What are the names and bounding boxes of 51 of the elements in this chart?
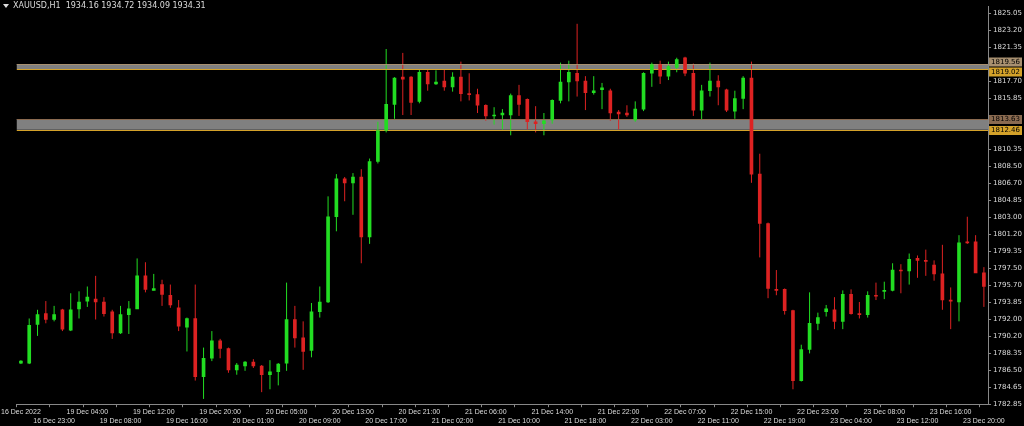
candlestick: [517, 84, 521, 117]
candlestick: [68, 292, 73, 332]
candlestick: [633, 100, 638, 123]
candlestick: [459, 61, 463, 102]
candlestick: [874, 282, 878, 301]
candlestick: [110, 309, 115, 340]
candlestick: [43, 300, 48, 324]
candlestick: [268, 359, 272, 390]
candlestick: [566, 60, 571, 102]
candlestick: [85, 286, 90, 308]
candlestick: [575, 23, 579, 98]
candlestick: [467, 72, 472, 101]
candlestick: [542, 112, 546, 136]
candlestick: [591, 75, 596, 96]
candlestick: [716, 74, 721, 106]
candlestick: [982, 266, 986, 308]
candlestick: [508, 93, 513, 136]
candlestick: [102, 296, 106, 318]
candlestick: [185, 317, 189, 352]
candlestick: [317, 286, 322, 319]
candlestick: [342, 176, 347, 202]
candlestick: [907, 253, 912, 286]
candlestick: [525, 98, 530, 130]
candlestick: [243, 360, 247, 372]
candlestick: [533, 105, 538, 133]
candlestick: [915, 254, 920, 279]
candlestick: [733, 90, 737, 120]
candlestick: [77, 290, 81, 319]
candlestick: [708, 62, 712, 98]
candlestick: [650, 62, 654, 88]
candlestick: [276, 362, 281, 386]
candlestick: [658, 60, 662, 85]
candlestick: [774, 269, 779, 296]
candlestick: [293, 305, 297, 349]
candlestick: [160, 279, 164, 307]
candlestick: [52, 305, 56, 322]
candlestick: [301, 320, 305, 371]
candlestick: [923, 249, 928, 277]
candlestick: [425, 68, 430, 92]
candlestick: [816, 312, 820, 331]
candlestick: [210, 330, 214, 362]
candlestick: [550, 98, 555, 125]
candlestick: [932, 259, 936, 282]
candlestick: [442, 68, 447, 92]
candlestick: [351, 172, 355, 216]
candlestick: [741, 75, 745, 110]
chart-title: XAUUSD,H1 1934.16 1934.72 1934.09 1934.31: [13, 1, 206, 10]
candlestick: [865, 290, 870, 319]
candlestick: [127, 300, 131, 335]
candlestick: [218, 338, 222, 359]
candlestick: [849, 288, 853, 316]
